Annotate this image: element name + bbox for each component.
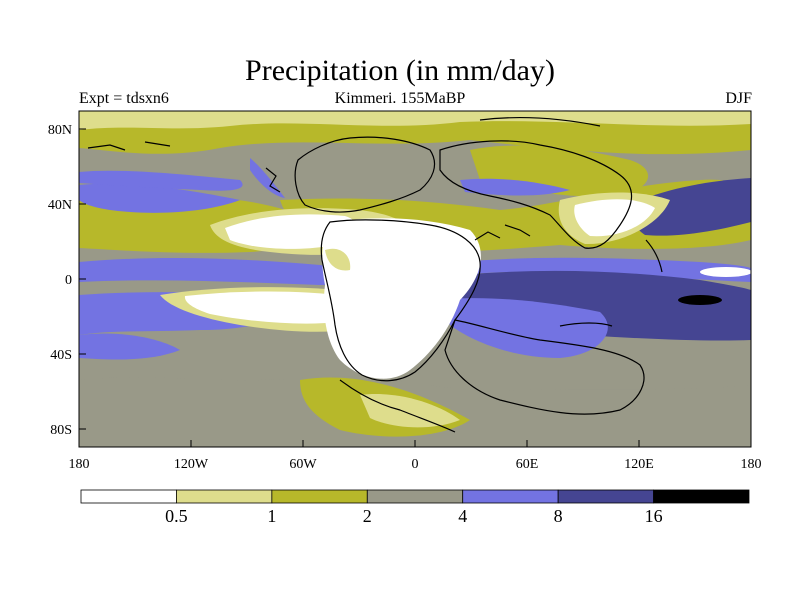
lon-tick-label: 120W (174, 457, 209, 472)
colorbar-labels: 0.5 1 2 4 8 16 (165, 506, 662, 526)
precipitation-field (79, 111, 751, 447)
period-subtitle: Kimmeri. 155MaBP (334, 90, 466, 107)
lon-tick-label: 120E (624, 457, 654, 472)
colorbar-swatch (557, 489, 654, 504)
chart-title: Precipitation (in mm/day) (245, 54, 555, 87)
colorbar-level-label: 1 (267, 506, 276, 526)
lon-tick-label: 180 (69, 457, 90, 472)
colorbar-swatch (271, 489, 368, 504)
lon-tick-label: 60W (289, 457, 317, 472)
coastlines (87, 116, 663, 433)
experiment-label: Expt = tdsxn6 (79, 90, 169, 107)
colorbar-level-label: 4 (458, 506, 467, 526)
lat-tick-label: 80N (48, 123, 72, 138)
colorbar (80, 489, 750, 504)
colorbar-swatch (176, 489, 273, 504)
lat-tick-label: 40S (50, 348, 72, 363)
lat-tick-label: 40N (48, 198, 72, 213)
lat-tick-label: 0 (65, 273, 72, 288)
colorbar-level-label: 2 (363, 506, 372, 526)
colorbar-level-label: 16 (645, 506, 663, 526)
lon-tick-label: 180 (741, 457, 762, 472)
colorbar-level-label: 0.5 (165, 506, 188, 526)
colorbar-swatch (462, 489, 559, 504)
colorbar-swatch (80, 489, 177, 504)
colorbar-swatch (653, 489, 750, 504)
colorbar-level-label: 8 (554, 506, 563, 526)
lat-tick-label: 80S (50, 423, 72, 438)
lon-tick-label: 0 (412, 457, 419, 472)
season-label: DJF (725, 90, 752, 107)
colorbar-swatch (366, 489, 464, 504)
lon-tick-label: 60E (516, 457, 539, 472)
